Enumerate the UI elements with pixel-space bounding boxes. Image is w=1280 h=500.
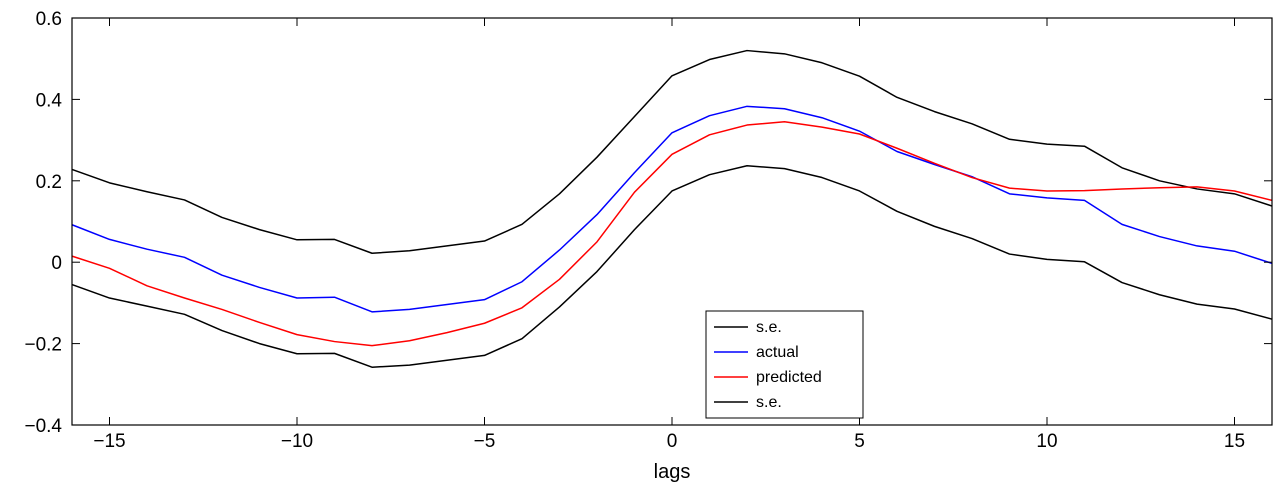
y-tick-label: 0.4	[36, 90, 63, 111]
legend-label: predicted	[756, 369, 822, 386]
x-tick-label: 10	[1036, 431, 1057, 452]
y-tick-label: −0.4	[24, 416, 62, 437]
series-line-actual-1	[71, 105, 1273, 313]
x-tick-label: −10	[281, 431, 313, 452]
series-line-predicted-2	[71, 121, 1273, 347]
y-tick-label: −0.2	[24, 335, 62, 356]
axis-ticks-group: −15 −10 −5 0 5 10 15 −0.4 −0.2 0 0.2 0.4 0.6	[24, 9, 1272, 452]
legend-label: actual	[756, 344, 799, 361]
legend-label: s.e.	[756, 319, 782, 336]
x-tick-label: 15	[1224, 431, 1245, 452]
x-tick-label: 0	[667, 431, 678, 452]
x-tick-label: −15	[93, 431, 125, 452]
legend-box	[705, 310, 864, 419]
y-tick-label: 0	[51, 253, 62, 274]
y-tick-label: 0.2	[36, 172, 62, 193]
legend-label: s.e.	[756, 394, 782, 411]
plot-series-group	[71, 49, 1273, 368]
series-line-se-3	[71, 164, 1273, 368]
x-tick-label: 5	[854, 431, 865, 452]
x-axis-label: lags	[654, 461, 691, 483]
legend: s.e. actual predicted s.e.	[705, 310, 864, 419]
x-tick-label: −5	[474, 431, 496, 452]
plot-frame	[71, 17, 1273, 426]
series-line-se-0	[71, 49, 1273, 254]
y-tick-label: 0.6	[36, 9, 62, 30]
